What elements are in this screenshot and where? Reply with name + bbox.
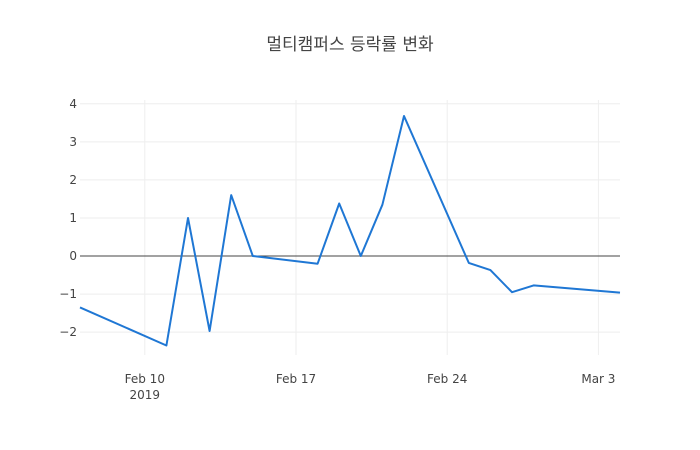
series-line: [79, 115, 621, 347]
chart-title: 멀티캠퍼스 등락률 변화: [266, 35, 434, 55]
x-tick-labels: Feb 10 2019 Feb 17 Feb 24 Mar 3: [125, 372, 616, 402]
y-tick-label: −2: [59, 325, 77, 339]
y-tick-label: 0: [69, 249, 77, 263]
grid-layer: [80, 100, 620, 355]
y-tick-label: 1: [69, 211, 77, 225]
y-tick-labels: 4 3 2 1 0 −1 −2: [59, 97, 77, 339]
x-tick-label: Feb 24: [427, 372, 467, 386]
series-layer: [79, 115, 621, 347]
y-tick-label: 3: [69, 135, 77, 149]
x-tick-label: Feb 17: [276, 372, 316, 386]
x-tick-label: Mar 3: [581, 372, 615, 386]
x-tick-sublabel: 2019: [130, 388, 161, 402]
y-tick-label: −1: [59, 287, 77, 301]
y-tick-label: 4: [69, 97, 77, 111]
y-tick-label: 2: [69, 173, 77, 187]
x-tick-label: Feb 10: [125, 372, 165, 386]
